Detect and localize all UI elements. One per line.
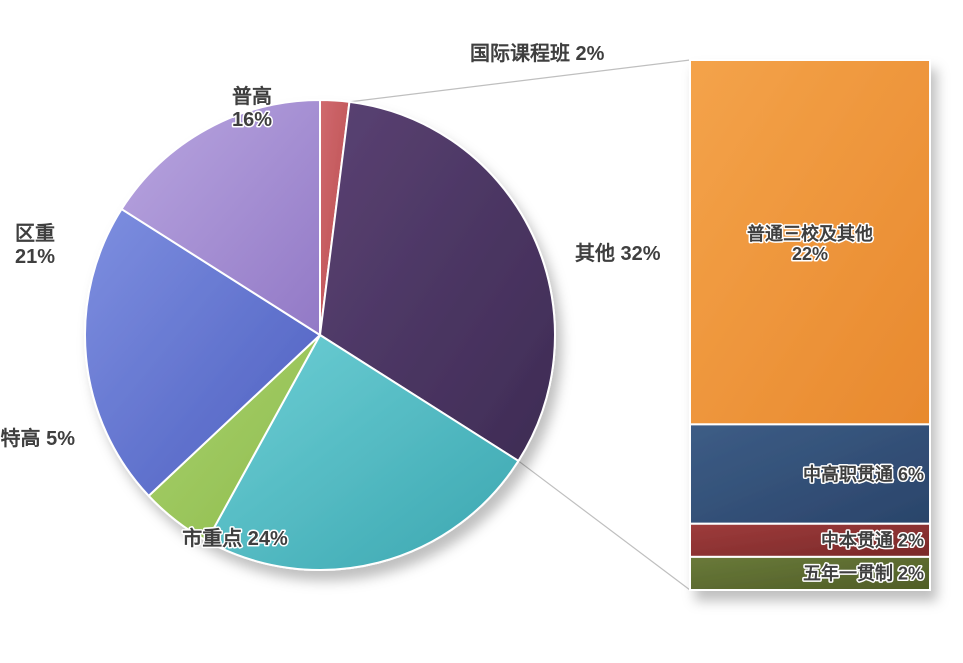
pie-label-普高-pct: 16% [232, 109, 272, 131]
breakdown-label-普通三校及其他: 普通三校及其他 [747, 223, 873, 244]
breakdown-bar [690, 60, 930, 590]
pie-label-区重-pct: 21% [15, 246, 55, 268]
connector-top [349, 60, 690, 102]
connector-bottom [518, 461, 690, 590]
breakdown-label-普通三校及其他-pct: 22% [792, 244, 828, 264]
pie-breakdown-chart: 国际课程班 2% 其他 32% 市重点 24% 特高 5% 区重21% 普高16% 普通三校… [0, 0, 963, 663]
pie-label-区重: 区重 [15, 222, 55, 245]
breakdown-label-中本贯通: 中本贯通 2% [821, 530, 924, 551]
pie-label-市重点: 市重点 24% [182, 526, 288, 550]
breakdown-label-中高职贯通: 中高职贯通 6% [803, 463, 924, 484]
pie-label-其他: 其他 32% [575, 241, 661, 265]
breakdown-label-五年一贯制: 五年一贯制 2% [803, 563, 924, 584]
pie-label-普高: 普高 [232, 84, 272, 108]
pie-group [85, 100, 555, 570]
pie-label-特高: 特高 5% [1, 426, 76, 450]
pie-label-国际课程班: 国际课程班 2% [470, 42, 605, 65]
